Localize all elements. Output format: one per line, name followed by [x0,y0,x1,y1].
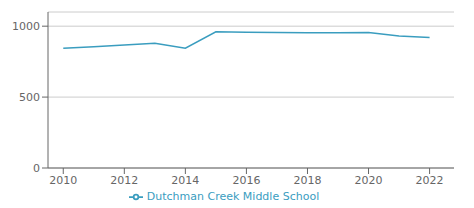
svg-text:1000: 1000 [12,20,40,33]
svg-text:2022: 2022 [416,174,444,187]
svg-text:2014: 2014 [171,174,199,187]
svg-text:0: 0 [33,162,40,175]
html-text:Dutchman Creek Middle School: Dutchman Creek Middle School [146,190,320,203]
svg-text:2016: 2016 [232,174,260,187]
svg-text:2010: 2010 [49,174,77,187]
svg-text:2020: 2020 [355,174,383,187]
svg-text:500: 500 [19,91,40,104]
svg-text:2018: 2018 [293,174,321,187]
svg-text:2012: 2012 [110,174,138,187]
